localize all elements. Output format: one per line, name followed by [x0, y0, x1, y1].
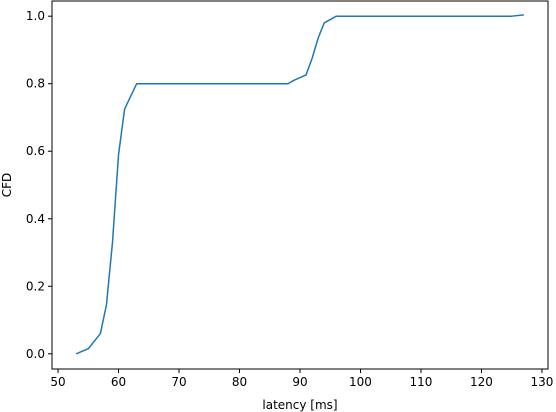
x-tick-label: 50	[50, 375, 65, 389]
x-tick-label: 120	[470, 375, 493, 389]
plot-frame	[51, 0, 549, 370]
y-tick-label: 1.0	[26, 9, 45, 23]
y-tick-label: 0.2	[26, 279, 45, 293]
x-axis-ticks: 50 60 70 80 90 100 110 120 130	[50, 369, 553, 389]
y-tick-label: 0.4	[26, 212, 45, 226]
x-tick-label: 60	[111, 375, 126, 389]
series-layer	[75, 14, 524, 355]
y-tick-label: 0.0	[26, 347, 45, 361]
x-tick-label: 100	[349, 375, 372, 389]
x-tick-label: 110	[410, 375, 433, 389]
x-axis-label: latency [ms]	[262, 398, 337, 412]
x-tick-label: 70	[171, 375, 186, 389]
cfd-line	[75, 14, 524, 355]
x-tick-label: 80	[232, 375, 247, 389]
y-axis-ticks: 0.0 0.2 0.4 0.6 0.8 1.0	[26, 9, 52, 361]
y-tick-label: 0.6	[26, 144, 45, 158]
x-tick-label: 130	[530, 375, 553, 389]
x-tick-label: 90	[292, 375, 307, 389]
y-axis-label: CFD	[0, 173, 14, 198]
y-tick-label: 0.8	[26, 77, 45, 91]
